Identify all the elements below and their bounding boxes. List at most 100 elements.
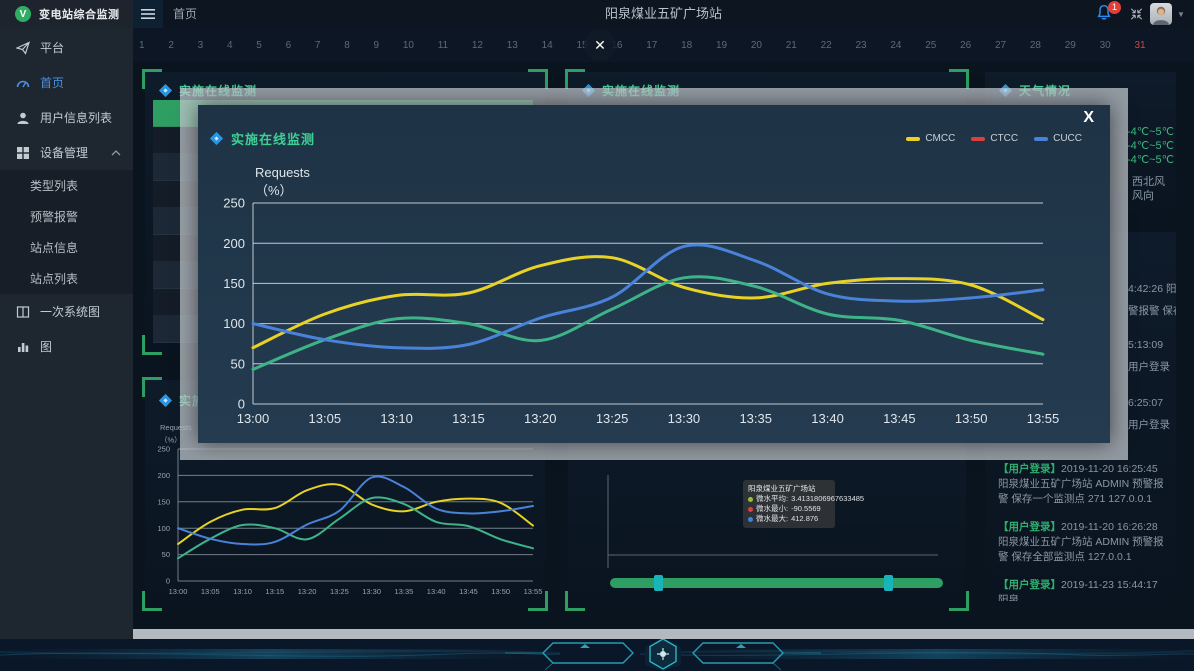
calendar-day[interactable]: 10 (402, 39, 414, 51)
calendar-day[interactable]: 30 (1099, 39, 1111, 51)
weather-wind: 西北风 风向 (1132, 175, 1165, 203)
svg-text:13:55: 13:55 (524, 587, 543, 596)
time-range-slider[interactable] (610, 575, 943, 591)
svg-text:13:45: 13:45 (459, 587, 478, 596)
breadcrumb-home[interactable]: 首页 (173, 7, 198, 21)
log-entry: 【用户登录】2019-11-23 15:44:17 阳泉 (998, 578, 1168, 601)
close-button[interactable]: ✕ (584, 29, 616, 61)
calendar-day[interactable]: 6 (285, 39, 292, 51)
online-monitor-modal: X 实施在线监测 CMCC CTCC CUCC (198, 105, 1110, 443)
series-dot-icon (748, 496, 753, 502)
corner-bracket (142, 591, 162, 611)
exit-fullscreen-button[interactable] (1129, 7, 1144, 26)
calendar-day[interactable]: 27 (994, 39, 1007, 51)
corner-bracket (528, 69, 548, 89)
tooltip-rows: 微水平均: 3.4131806967633485 微水最小: -90.5569 … (748, 494, 864, 524)
sidebar: 平台 首页 用户信息列表 设备管理 类型列表预警报警站点信息站点列表 一次系统图… (0, 28, 133, 639)
calendar-day[interactable]: 3 (197, 39, 204, 51)
sidebar-item-user-info-list[interactable]: 用户信息列表 (0, 100, 133, 135)
corner-bracket (565, 69, 585, 89)
sidebar-subitem[interactable]: 站点列表 (30, 272, 79, 286)
weather-temperatures: -4℃~5℃ -4℃~5℃ -4℃~5℃ (1127, 125, 1174, 167)
calendar-day[interactable]: 19 (715, 39, 728, 51)
calendar-day[interactable]: 18 (681, 39, 693, 51)
diagram-icon (16, 305, 30, 318)
legend-item[interactable]: CTCC (971, 133, 1018, 144)
log-entry-tag: 【用户登录】 (998, 521, 1061, 533)
log-fragment-line: 警报警 保存 (1128, 305, 1176, 317)
legend-item[interactable]: CUCC (1034, 133, 1082, 144)
svg-text:13:35: 13:35 (395, 587, 414, 596)
svg-text:150: 150 (157, 497, 170, 506)
bar-chart-icon (18, 342, 29, 352)
stats-chart-axes (607, 475, 938, 568)
calendar-day[interactable]: 9 (373, 39, 380, 51)
sidebar-item-primary-system-diagram[interactable]: 一次系统图 (0, 294, 133, 329)
calendar-day[interactable]: 11 (437, 39, 449, 51)
wind-direction-value: 西北风 (1132, 176, 1165, 188)
sidebar-subitem[interactable]: 站点信息 (30, 241, 79, 255)
calendar-day[interactable]: 22 (820, 39, 832, 51)
sidebar-item-label: 首页 (40, 76, 65, 90)
chevron-down-icon[interactable]: ▼ (1177, 10, 1185, 19)
log-fragment-line: 6:25:07 (1128, 397, 1164, 409)
tooltip-row: 微水最大: 412.876 (748, 514, 830, 524)
sidebar-item-label: 图 (40, 340, 53, 354)
notifications-button[interactable] (1095, 3, 1119, 27)
svg-text:13:50: 13:50 (955, 411, 988, 426)
tooltip-row-label: 微水平均: (756, 494, 789, 503)
log-entry: 【用户登录】2019-11-20 16:25:45 阳泉煤业五矿广场站 ADMI… (998, 462, 1168, 507)
sidebar-item-device-mgmt[interactable]: 设备管理 (0, 135, 133, 170)
sidebar-item-chart[interactable]: 图 (0, 329, 133, 364)
sidebar-toggle-button[interactable] (133, 0, 163, 28)
sidebar-item-label: 设备管理 (40, 146, 89, 160)
modal-title-text: 实施在线监测 (231, 132, 316, 147)
sidebar-subitem[interactable]: 类型列表 (30, 179, 79, 193)
calendar-day[interactable]: 20 (750, 39, 762, 51)
svg-text:0: 0 (166, 577, 170, 586)
user-avatar[interactable] (1150, 3, 1172, 25)
collapse-arrows-icon (1130, 8, 1143, 20)
tooltip-row: 微水最小: -90.5569 (748, 504, 830, 514)
corner-bracket (949, 591, 969, 611)
requests-line-chart: 0 50 100 150 200 250 13:00 13:05 13:10 13:15 13:20… (223, 165, 1059, 426)
slider-handle-left[interactable] (654, 575, 663, 591)
slider-handle-right[interactable] (884, 575, 893, 591)
calendar-day[interactable]: 2 (168, 39, 174, 51)
calendar-day[interactable]: 14 (541, 39, 553, 51)
sidebar-subitem[interactable]: 预警报警 (30, 210, 79, 224)
calendar-day[interactable]: 13 (506, 39, 518, 51)
calendar-day[interactable]: 17 (646, 39, 658, 51)
calendar-day[interactable]: 28 (1029, 39, 1041, 51)
modal-close-button[interactable]: X (1083, 109, 1094, 126)
legend-item[interactable]: CMCC (906, 133, 955, 144)
calendar-day[interactable]: 23 (855, 39, 867, 51)
calendar-day[interactable]: 29 (1064, 39, 1076, 51)
sidebar-item-platform[interactable]: 平台 (0, 30, 133, 65)
log-fragment-line: 4:42:26 阳 (1128, 283, 1176, 295)
calendar-day[interactable]: 15 (576, 39, 588, 51)
calendar-day[interactable]: 31 (1134, 39, 1146, 51)
svg-text:50: 50 (162, 550, 170, 559)
tooltip-row-value: 412.876 (791, 514, 819, 523)
calendar-day[interactable]: 24 (890, 39, 902, 51)
calendar-day[interactable]: 16 (611, 39, 623, 51)
calendar-day[interactable]: 4 (226, 39, 233, 51)
chart-legend: CMCC CTCC CUCC (906, 133, 1082, 144)
legend-label: CTCC (990, 133, 1019, 144)
calendar-day[interactable]: 26 (960, 39, 972, 51)
svg-text:13:40: 13:40 (811, 411, 844, 426)
calendar-day[interactable]: 1 (139, 39, 145, 51)
calendar-day[interactable]: 21 (785, 39, 797, 51)
sidebar-item-home[interactable]: 首页 (0, 65, 133, 100)
calendar-day[interactable]: 25 (925, 39, 937, 51)
corner-bracket (142, 335, 162, 355)
calendar-day[interactable]: 12 (471, 39, 483, 51)
calendar-day[interactable]: 5 (256, 39, 262, 51)
corner-bracket (1159, 232, 1176, 249)
calendar-day[interactable]: 8 (344, 39, 350, 51)
calendar-day[interactable]: 7 (314, 39, 321, 51)
svg-text:250: 250 (157, 445, 170, 454)
horizontal-scrollbar[interactable] (133, 629, 1194, 639)
